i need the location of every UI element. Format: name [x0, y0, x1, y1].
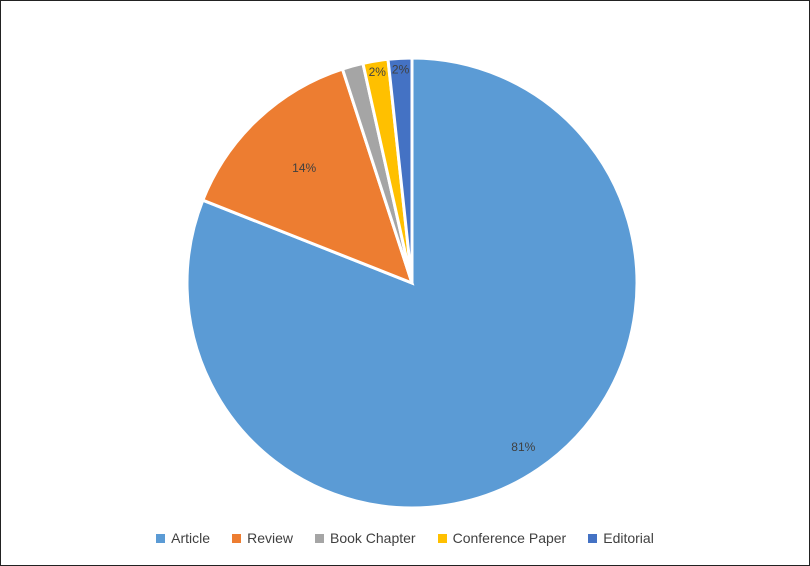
- legend-item-conference-paper: Conference Paper: [437, 530, 567, 546]
- legend-label-review: Review: [247, 530, 293, 546]
- legend-label-conference-paper: Conference Paper: [452, 530, 567, 546]
- slice-label-review: 14%: [292, 161, 316, 175]
- slice-label-editorial: 2%: [392, 63, 410, 77]
- legend-swatch-book-chapter: [314, 533, 324, 543]
- legend-item-editorial: Editorial: [588, 530, 654, 546]
- slice-label-conference-paper: 2%: [369, 65, 387, 79]
- legend: Article Review Book Chapter Conference P…: [0, 530, 810, 546]
- legend-item-review: Review: [232, 530, 293, 546]
- legend-item-article: Article: [156, 530, 210, 546]
- legend-swatch-editorial: [588, 533, 598, 543]
- legend-item-book-chapter: Book Chapter: [314, 530, 416, 546]
- slice-label-article: 81%: [511, 440, 535, 454]
- legend-swatch-review: [232, 533, 242, 543]
- pie-slices: [185, 56, 639, 510]
- slice-editorial: [386, 56, 414, 284]
- legend-label-editorial: Editorial: [603, 530, 654, 546]
- legend-swatch-conference-paper: [437, 533, 447, 543]
- legend-swatch-article: [156, 533, 166, 543]
- slice-labels: 81% 14% 2% 2%: [292, 63, 535, 454]
- legend-label-book-chapter: Book Chapter: [329, 530, 416, 546]
- legend-label-article: Article: [171, 530, 211, 546]
